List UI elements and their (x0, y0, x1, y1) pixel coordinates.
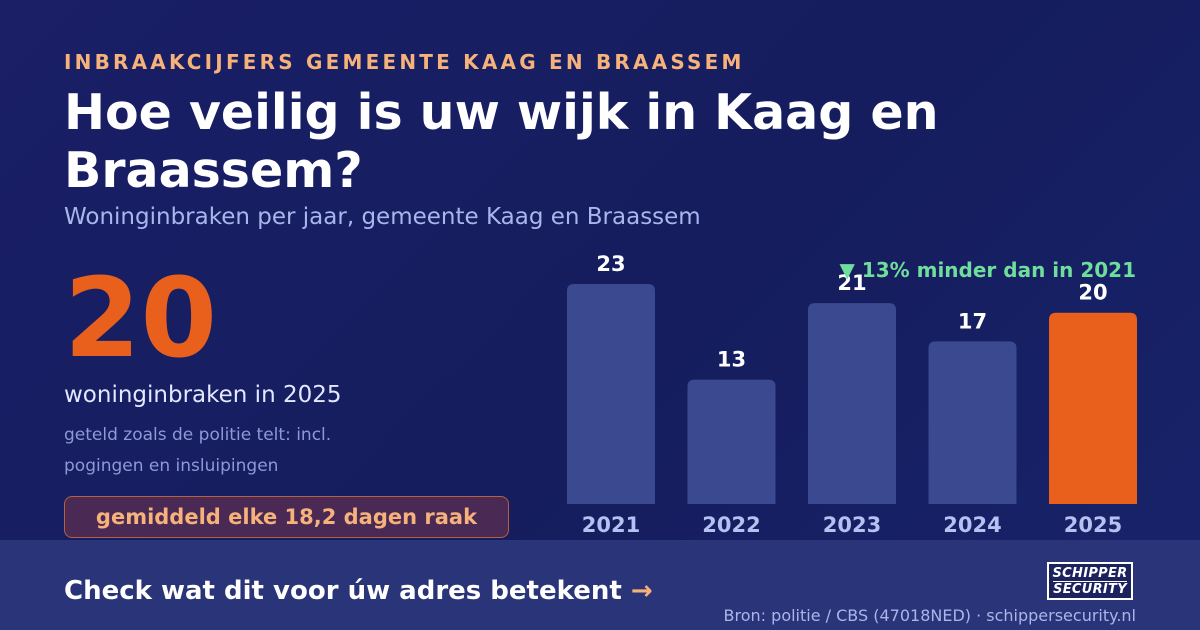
value-label-2022: 13 (717, 348, 746, 372)
highlight-label: woninginbraken in 2025 (64, 382, 342, 408)
bar-2021 (567, 284, 655, 504)
bar-chart: 23 2021 13 2022 21 2023 17 2024 20 2025 ▼ 13% mind… (567, 252, 1137, 537)
bar-2023 (808, 303, 896, 504)
frequency-pill: gemiddeld elke 18,2 dagen raak (64, 496, 509, 538)
footer-band (0, 540, 1200, 630)
subtitle: Woninginbraken per jaar, gemeente Kaag e… (64, 204, 701, 230)
schipper-security-logo: SCHIPPER SECURITY (1047, 562, 1133, 600)
logo-line-2: SECURITY (1053, 580, 1127, 597)
value-label-2023: 21 (837, 271, 866, 295)
highlight-note: geteld zoals de politie telt: incl. pogi… (64, 425, 332, 476)
bar-2022 (687, 379, 776, 504)
logo-line-1: SCHIPPER (1052, 565, 1128, 581)
tick-label-2021: 2021 (582, 513, 640, 537)
arrow-right-icon: → (630, 576, 653, 606)
trend-annotation: ▼ 13% minder dan in 2021 (839, 258, 1136, 282)
highlight-number: 20 (64, 254, 218, 382)
page-title: Hoe veilig is uw wijk in Kaag en Braasse… (64, 84, 939, 199)
bar-2024 (928, 341, 1017, 504)
value-label-2024: 17 (958, 309, 987, 333)
value-label-2025: 20 (1078, 281, 1107, 305)
source-credit: Bron: politie / CBS (47018NED) · schippe… (723, 606, 1136, 625)
cta-link[interactable]: Check wat dit voor úw adres betekent → (64, 576, 653, 606)
tick-label-2022: 2022 (702, 513, 760, 537)
cta-text: Check wat dit voor úw adres betekent (64, 576, 622, 606)
value-label-2021: 23 (596, 252, 625, 276)
bar-2025 (1049, 312, 1137, 504)
tick-label-2025: 2025 (1064, 513, 1122, 537)
tick-label-2024: 2024 (943, 513, 1001, 537)
eyebrow: INBRAAKCIJFERS GEMEENTE KAAG EN BRAASSEM (64, 50, 745, 74)
tick-label-2023: 2023 (823, 513, 881, 537)
